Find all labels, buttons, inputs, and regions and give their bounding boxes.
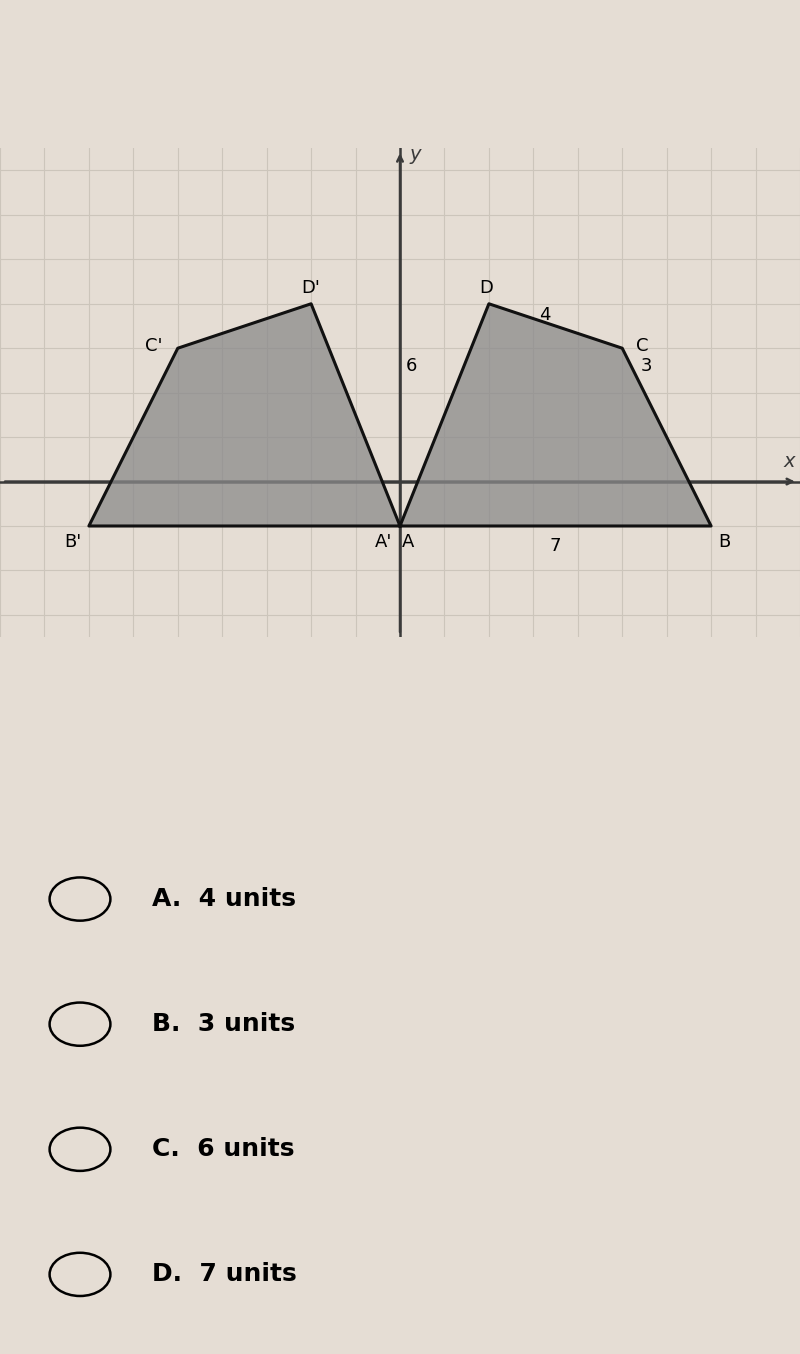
Text: D': D' <box>302 279 321 298</box>
Text: D: D <box>480 279 494 298</box>
Text: x: x <box>783 452 794 471</box>
Text: D.  7 units: D. 7 units <box>152 1262 297 1286</box>
Text: A: A <box>402 532 414 551</box>
Text: 4: 4 <box>538 306 550 324</box>
Text: B.  3 units: B. 3 units <box>152 1013 295 1036</box>
Text: C: C <box>636 337 649 355</box>
Text: B': B' <box>65 532 82 551</box>
Text: A': A' <box>374 532 392 551</box>
Text: C.  6 units: C. 6 units <box>152 1137 294 1162</box>
Text: A.  4 units: A. 4 units <box>152 887 296 911</box>
Text: 3: 3 <box>641 357 653 375</box>
Text: 6: 6 <box>406 357 417 375</box>
Text: C': C' <box>145 337 162 355</box>
Polygon shape <box>89 303 400 525</box>
Text: y: y <box>410 145 422 164</box>
Text: B: B <box>718 532 730 551</box>
Polygon shape <box>400 303 711 525</box>
Text: 7: 7 <box>550 538 562 555</box>
